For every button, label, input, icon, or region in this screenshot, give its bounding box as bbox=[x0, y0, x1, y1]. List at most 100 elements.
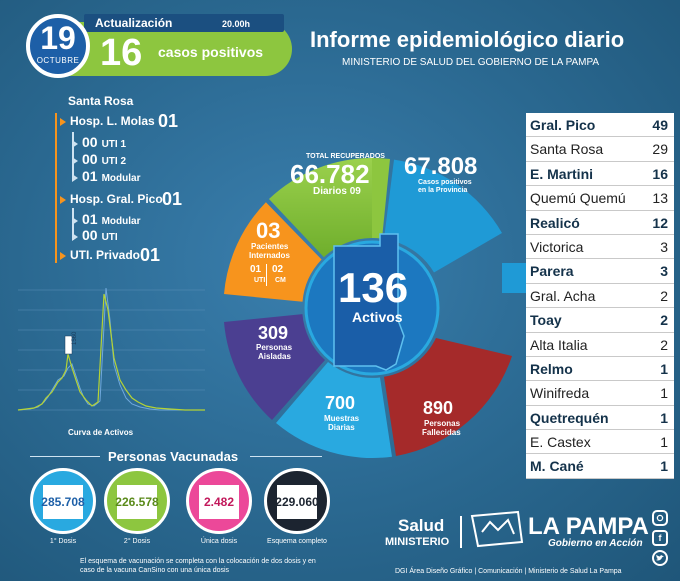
positive-label-1: Casos positivos bbox=[418, 179, 472, 186]
vaccine-value: 226.578 bbox=[115, 495, 159, 509]
table-row: Quetrequén 1 bbox=[526, 406, 674, 431]
province-shape-icon bbox=[277, 485, 317, 519]
arrow-icon bbox=[72, 174, 78, 183]
twitter-icon[interactable] bbox=[652, 550, 668, 566]
recovered-total: 66.782 bbox=[290, 159, 370, 189]
arrow-icon bbox=[72, 233, 78, 242]
recovered-daily: Diarios 09 bbox=[313, 186, 361, 197]
la-pampa-emblem-icon bbox=[470, 510, 524, 548]
table-row: Winifreda 1 bbox=[526, 381, 674, 406]
hospital-pico-count: 01 bbox=[162, 189, 183, 209]
pico-modular: 01 Modular bbox=[72, 211, 140, 227]
vaccine-first-dose: 285.708 bbox=[30, 468, 96, 534]
province-map-icon bbox=[333, 233, 405, 371]
table-row: Santa Rosa 29 bbox=[526, 137, 674, 162]
samples-label-1: Muestras bbox=[324, 414, 360, 423]
province-shape-icon bbox=[199, 485, 239, 519]
vaccine-footnote: El esquema de vacunación se completa con… bbox=[80, 558, 316, 574]
chart-title: Curva de Activos bbox=[68, 428, 134, 437]
segment-isolated bbox=[224, 314, 325, 420]
logo-la-pampa: LA PAMPA bbox=[528, 513, 649, 540]
update-time: 20.00h bbox=[222, 19, 251, 29]
chart-grid bbox=[18, 289, 205, 411]
update-label: Actualización bbox=[95, 16, 173, 30]
segment-positive bbox=[384, 159, 502, 273]
vaccine-label: Esquema completo bbox=[267, 538, 327, 545]
hospital-molas: Hosp. L. Molas bbox=[60, 114, 155, 128]
cm-label: CM bbox=[275, 277, 286, 284]
list-bracket bbox=[55, 113, 63, 263]
hospital-molas-count: 01 bbox=[158, 111, 179, 131]
molas-uti1: 00 UTI 1 bbox=[72, 134, 126, 150]
vaccine-value: 285.708 bbox=[41, 495, 85, 509]
instagram-icon[interactable] bbox=[652, 510, 668, 526]
table-row: E. Castex 1 bbox=[526, 430, 674, 455]
molas-modular: 01 Modular bbox=[72, 168, 140, 184]
pico-uti: 00 UTI bbox=[72, 227, 118, 243]
table-row: Relmo 1 bbox=[526, 357, 674, 382]
divider bbox=[250, 456, 322, 457]
arrow-icon bbox=[60, 251, 66, 260]
vaccine-value: 229.060 bbox=[275, 495, 319, 509]
segment-hospitalized bbox=[224, 202, 322, 302]
curve-green bbox=[17, 293, 205, 411]
table-row: Gral. Acha 2 bbox=[526, 284, 674, 309]
facebook-icon[interactable]: f bbox=[652, 530, 668, 546]
vaccine-label: 1° Dosis bbox=[49, 538, 77, 545]
curve-marker-label: 1560 bbox=[72, 331, 78, 345]
uti-privado-count: 01 bbox=[140, 245, 161, 265]
sub-line bbox=[72, 132, 74, 180]
date-badge: 19 OCTUBRE bbox=[26, 14, 90, 78]
hospitalized-count: 03 bbox=[256, 218, 281, 243]
table-row: Parera 3 bbox=[526, 259, 674, 284]
table-row: Realicó 12 bbox=[526, 211, 674, 235]
vaccine-value: 2.482 bbox=[203, 495, 235, 509]
isolated-count: 309 bbox=[258, 323, 289, 343]
positive-total: 67.808 bbox=[404, 153, 478, 180]
active-count: 136 bbox=[338, 264, 409, 311]
active-label: Activos bbox=[352, 309, 403, 325]
arrow-icon bbox=[72, 157, 78, 166]
table-row: E. Martini 16 bbox=[526, 162, 674, 187]
localities-table: Gral. Pico 49 Santa Rosa 29 E. Martini 16 Q… bbox=[526, 113, 674, 479]
vaccine-second-dose: 226.578 bbox=[104, 468, 170, 534]
positive-label-2: en la Provincia bbox=[418, 187, 468, 194]
hospital-pico: Hosp. Gral. Pico bbox=[60, 192, 163, 206]
date-day: 19 bbox=[40, 20, 76, 56]
uti-cm-divider bbox=[266, 264, 267, 286]
province-shape-icon bbox=[43, 485, 83, 519]
uti-label: UTI bbox=[254, 277, 266, 284]
samples-count: 700 bbox=[325, 393, 356, 413]
positives-label: casos positivos bbox=[158, 44, 264, 60]
credits: DGI Área Diseño Gráfico | Comunicación |… bbox=[395, 568, 622, 575]
arrow-icon bbox=[60, 117, 66, 126]
page-title: Informe epidemiológico diario bbox=[310, 27, 625, 52]
divider bbox=[30, 456, 100, 457]
arrow-icon bbox=[60, 195, 66, 204]
stats-wheel bbox=[224, 157, 532, 458]
update-banner bbox=[84, 14, 284, 32]
isolated-label-1: Personas bbox=[256, 343, 293, 352]
logo-salud: Salud bbox=[398, 516, 445, 535]
vaccines-title: Personas Vacunadas bbox=[108, 449, 239, 464]
logo-divider bbox=[460, 516, 462, 548]
arrow-icon bbox=[72, 217, 78, 226]
table-row: Quemú Quemú 13 bbox=[526, 186, 674, 211]
segment-deaths bbox=[384, 338, 512, 456]
table-row: Gral. Pico 49 bbox=[526, 113, 674, 138]
vaccine-complete: 229.060 bbox=[264, 468, 330, 534]
uti-privado: UTI. Privado bbox=[60, 248, 140, 262]
curve-marker bbox=[64, 335, 73, 355]
vaccine-single-dose: 2.482 bbox=[186, 468, 252, 534]
table-row: Victorica 3 bbox=[526, 235, 674, 260]
logo-gobierno: Gobierno en Acción bbox=[548, 538, 643, 549]
positives-count: 16 bbox=[100, 32, 143, 74]
uti-count: 01 bbox=[250, 264, 262, 275]
segment-samples bbox=[276, 362, 392, 458]
molas-uti2: 00 UTI 2 bbox=[72, 151, 126, 167]
hospitalized-label-1: Pacientes bbox=[251, 242, 289, 251]
table-row: M. Cané 1 bbox=[526, 454, 674, 479]
isolated-label-2: Aisladas bbox=[258, 352, 291, 361]
recovered-label: TOTAL RECUPERADOS bbox=[306, 153, 385, 160]
deaths-count: 890 bbox=[423, 398, 454, 418]
